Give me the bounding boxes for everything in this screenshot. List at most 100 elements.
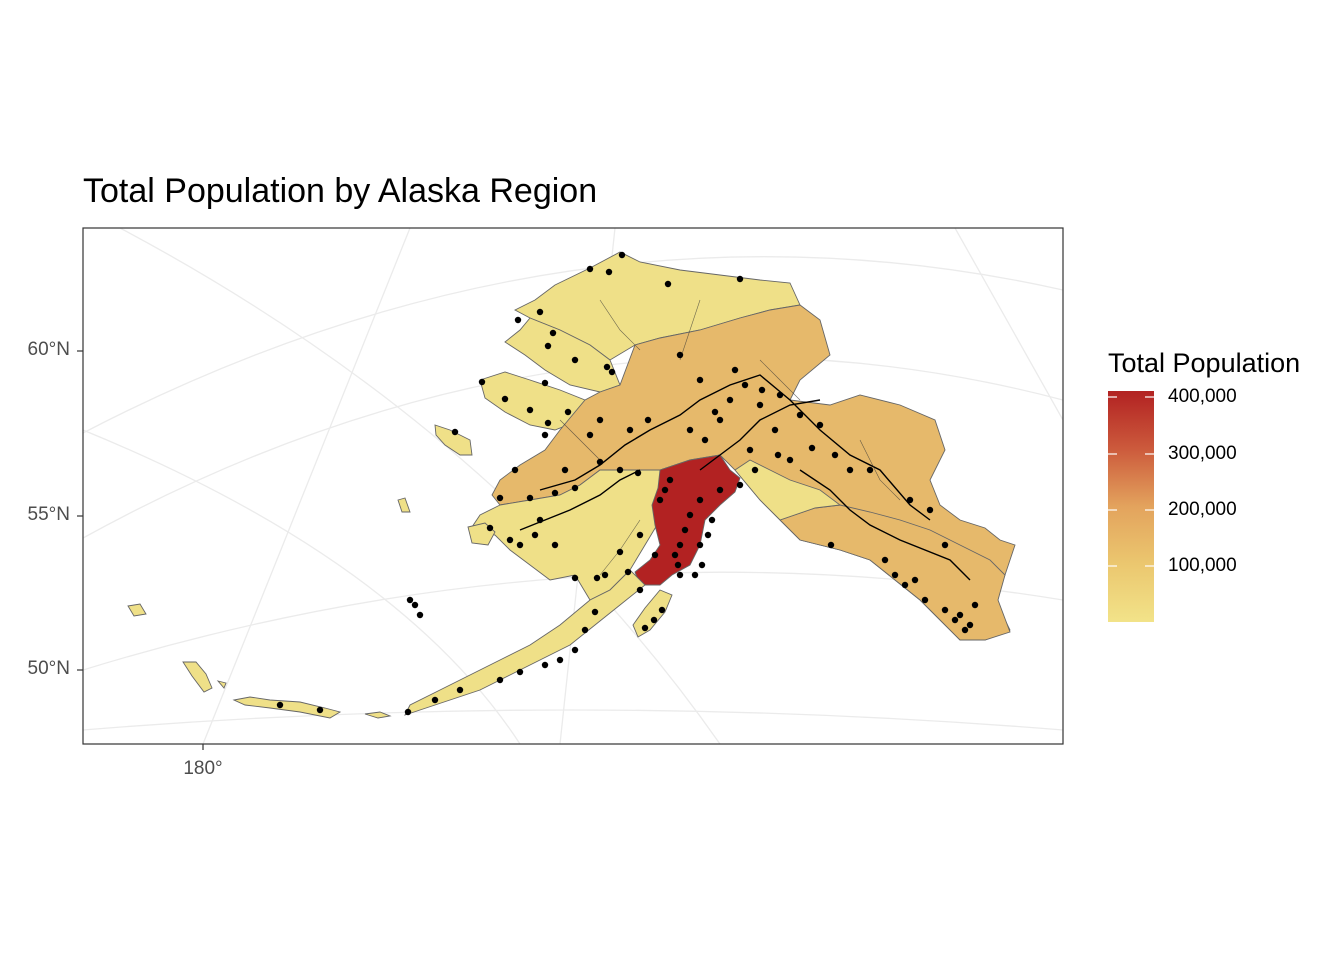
panel-border <box>82 227 1064 745</box>
settlement-point <box>616 548 624 556</box>
tributaries <box>559 299 901 576</box>
settlement-point <box>758 386 766 394</box>
settlement-point <box>496 676 504 684</box>
settlement-point <box>276 701 284 709</box>
settlement-point <box>731 366 739 374</box>
settlement-point <box>536 308 544 316</box>
region-peninsula <box>404 569 646 716</box>
settlement-point <box>624 568 632 576</box>
settlement-point <box>658 606 666 614</box>
settlement-point <box>736 481 744 489</box>
settlement-point <box>544 419 552 427</box>
settlement-point <box>726 396 734 404</box>
river-tanana <box>699 399 821 471</box>
settlement-point <box>966 621 974 629</box>
settlement-point <box>956 611 964 619</box>
settlement-point <box>906 496 914 504</box>
graticule-parallel <box>119 228 721 744</box>
settlement-point <box>664 280 672 288</box>
settlement-point <box>676 571 684 579</box>
settlement-point <box>681 526 689 534</box>
region-southwest <box>469 459 701 601</box>
settlement-point <box>666 476 674 484</box>
settlement-point <box>501 395 509 403</box>
settlement-point <box>676 351 684 359</box>
settlement-point <box>686 511 694 519</box>
settlement-point <box>541 661 549 669</box>
settlement-point <box>526 406 534 414</box>
settlement-point <box>571 356 579 364</box>
settlement-point <box>596 458 604 466</box>
graticule-meridian <box>202 228 411 744</box>
settlement-point <box>941 541 949 549</box>
settlement-point <box>536 516 544 524</box>
settlement-point <box>416 611 424 619</box>
settlement-point <box>771 426 779 434</box>
settlement-point <box>541 431 549 439</box>
settlement-point <box>456 686 464 694</box>
settlement-point <box>921 596 929 604</box>
settlement-point <box>746 446 754 454</box>
settlement-point <box>404 708 412 716</box>
y-tick-label: 60°N <box>27 339 70 360</box>
region-aleutians <box>127 603 392 719</box>
settlement-point <box>626 426 634 434</box>
settlement-point <box>581 626 589 634</box>
settlement-point <box>736 275 744 283</box>
settlement-point <box>551 489 559 497</box>
settlement-point <box>586 265 594 273</box>
settlement-point <box>603 363 611 371</box>
settlement-point <box>516 541 524 549</box>
settlement-point <box>511 466 519 474</box>
settlement-point <box>881 556 889 564</box>
settlement-point <box>691 571 699 579</box>
settlement-point <box>593 574 601 582</box>
settlement-point <box>941 606 949 614</box>
region-st-matthew <box>397 497 411 513</box>
chart-title: Total Population by Alaska Region <box>83 172 598 210</box>
settlement-point <box>827 541 835 549</box>
settlement-point <box>701 436 709 444</box>
settlement-point <box>526 494 534 502</box>
settlement-point <box>711 408 719 416</box>
settlement-point <box>636 586 644 594</box>
settlement-point <box>636 531 644 539</box>
legend-title: Total Population <box>1108 348 1301 378</box>
settlement-point <box>556 656 564 664</box>
settlement-point <box>516 668 524 676</box>
settlement-point <box>774 451 782 459</box>
settlement-point <box>866 466 874 474</box>
settlement-point <box>951 616 959 624</box>
legend-label: 100,000 <box>1168 555 1237 576</box>
legend-ticks <box>1108 396 1154 567</box>
settlement-point <box>551 541 559 549</box>
settlement-point <box>514 316 522 324</box>
axis-ticks <box>77 350 204 750</box>
settlement-point <box>316 706 324 714</box>
settlement-point <box>451 428 459 436</box>
settlement-point <box>971 601 979 609</box>
settlement-point <box>616 466 624 474</box>
settlement-point <box>406 596 414 604</box>
settlement-point <box>506 536 514 544</box>
settlement-point <box>961 626 969 634</box>
graticule-parallel <box>83 256 1063 434</box>
settlement-point <box>618 251 626 259</box>
settlement-point <box>634 469 642 477</box>
settlement-point <box>911 576 919 584</box>
settlement-point <box>605 268 613 276</box>
settlement-point <box>591 608 599 616</box>
settlement-point <box>674 561 682 569</box>
legend-label: 200,000 <box>1168 499 1237 520</box>
settlement-point <box>696 541 704 549</box>
settlement-point <box>571 646 579 654</box>
settlement-point <box>431 696 439 704</box>
settlement-point <box>696 496 704 504</box>
settlement-point <box>478 378 486 386</box>
settlement-point <box>544 342 552 350</box>
settlement-point <box>796 411 804 419</box>
settlement-point <box>671 551 679 559</box>
settlement-point <box>708 516 716 524</box>
settlement-point <box>586 431 594 439</box>
